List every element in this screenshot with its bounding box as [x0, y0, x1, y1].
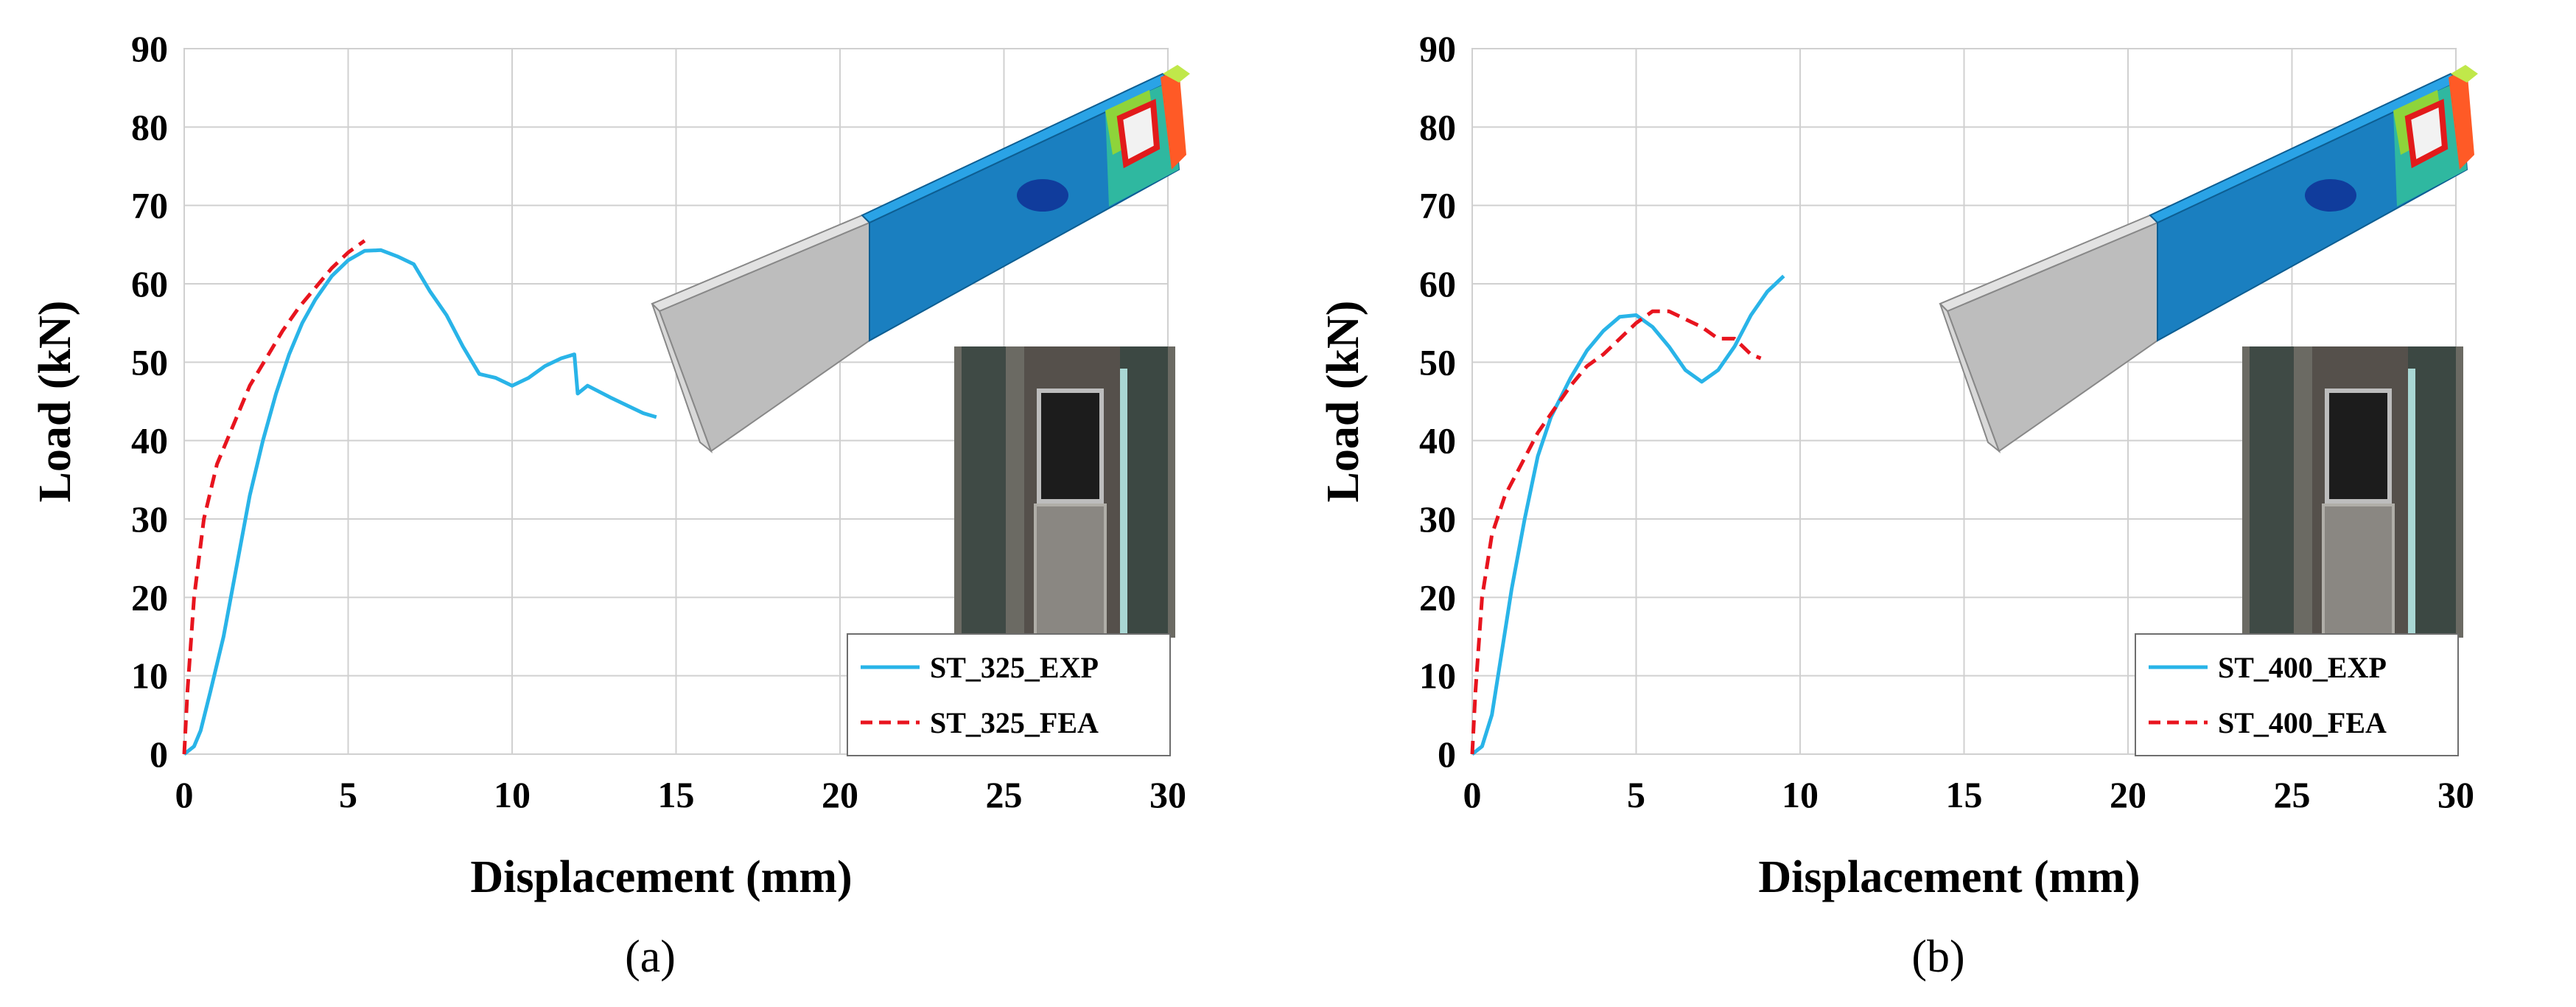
- x-tick-label: 25: [986, 774, 1023, 815]
- y-tick-label: 80: [131, 106, 168, 147]
- fea-model-image: [651, 65, 1190, 454]
- test-photo-image: [954, 346, 1175, 639]
- y-tick-label: 20: [131, 576, 168, 618]
- legend-label: ST_325_FEA: [930, 706, 1099, 739]
- x-tick-label: 20: [822, 774, 858, 815]
- y-tick-label: 70: [1419, 185, 1456, 226]
- beam-hole-edge: [1116, 99, 1161, 169]
- photo-column-right: [2408, 346, 2456, 638]
- x-tick-label: 10: [1782, 774, 1819, 815]
- y-tick-label: 0: [150, 734, 168, 775]
- x-tick-label: 30: [1149, 774, 1186, 815]
- photo-column-left: [962, 346, 1006, 638]
- series-line-st-325-exp: [183, 248, 657, 756]
- beam-end-red: [1161, 68, 1186, 170]
- chart-b-svg: 0 5 10 15 20 25 30 0 10 20 30 40 50 60 70 80 90 Displacem…: [1318, 28, 2478, 982]
- series-line-st-325-fea: [182, 239, 366, 755]
- beam-grey-end: [1939, 303, 2001, 454]
- x-tick-label: 30: [2437, 774, 2474, 815]
- legend-label: ST_400_FEA: [2218, 706, 2387, 739]
- series-line-st-400-exp: [1471, 274, 1785, 756]
- y-tick-label: 20: [1419, 576, 1456, 618]
- y-axis-title: Load (kN): [30, 301, 80, 503]
- photo-column-left: [2250, 346, 2294, 638]
- y-tick-label: 80: [1419, 106, 1456, 147]
- x-tick-label: 10: [494, 774, 531, 815]
- panel-label: (a): [625, 932, 676, 982]
- y-tick-label: 0: [1438, 734, 1456, 775]
- beam-end-top: [2451, 65, 2478, 83]
- photo-specimen-top: [2325, 388, 2392, 503]
- y-tick-label: 90: [1419, 28, 1456, 69]
- chart-panel-b: 0 5 10 15 20 25 30 0 10 20 30 40 50 60 70 80 90 Displacem…: [1288, 0, 2576, 1007]
- x-tick-label: 0: [175, 774, 194, 815]
- x-axis-title: Displacement (mm): [1758, 852, 2140, 902]
- x-tick-label: 15: [658, 774, 695, 815]
- y-tick-label: 10: [1419, 655, 1456, 697]
- chart-a-svg: 0 5 10 15 20 25 30 0 10 20 30 40 50 60 70 80 90 Displacem…: [30, 28, 1190, 982]
- x-tick-label: 20: [2110, 774, 2146, 815]
- y-tick-label: 40: [131, 420, 168, 461]
- x-tick-label: 15: [1946, 774, 1983, 815]
- y-axis-title: Load (kN): [1318, 301, 1368, 503]
- chart-panel-a: 0 5 10 15 20 25 30 0 10 20 30 40 50 60 70 80 90 Displacem…: [30, 28, 1190, 982]
- x-axis-title: Displacement (mm): [470, 852, 852, 902]
- photo-specimen-body: [1034, 503, 1107, 639]
- series-line-st-400-fea: [1470, 309, 1762, 755]
- test-photo-image: [2242, 346, 2463, 639]
- photo-highlight: [1120, 369, 1127, 638]
- y-tick-label: 30: [1419, 498, 1456, 540]
- beam-hole-edge: [2404, 99, 2449, 169]
- y-tick-label: 70: [131, 185, 168, 226]
- photo-specimen-top: [1037, 388, 1104, 503]
- legend-label: ST_400_EXP: [2218, 651, 2387, 684]
- legend-box: [847, 633, 1171, 756]
- x-tick-label: 5: [339, 774, 357, 815]
- beam-grey-end: [651, 303, 713, 454]
- beam-stress-blue: [2305, 179, 2356, 212]
- fea-model-image: [1939, 65, 2478, 454]
- x-tick-label: 25: [2274, 774, 2311, 815]
- y-tick-label: 50: [131, 341, 168, 383]
- y-tick-label: 50: [1419, 341, 1456, 383]
- beam-end-top: [1163, 65, 1190, 83]
- y-tick-label: 60: [131, 263, 168, 304]
- x-tick-label: 5: [1627, 774, 1645, 815]
- beam-stress-blue: [1017, 179, 1068, 212]
- photo-specimen-body: [2322, 503, 2395, 639]
- y-tick-label: 30: [131, 498, 168, 540]
- photo-highlight: [2408, 369, 2415, 638]
- legend: ST_400_EXP ST_400_FEA: [2135, 633, 2459, 756]
- y-tick-label: 10: [131, 655, 168, 697]
- legend-box: [2135, 633, 2459, 756]
- x-tick-label: 0: [1463, 774, 1482, 815]
- photo-column-right: [1120, 346, 1168, 638]
- y-tick-label: 60: [1419, 263, 1456, 304]
- y-tick-label: 40: [1419, 420, 1456, 461]
- y-tick-label: 90: [131, 28, 168, 69]
- legend-label: ST_325_EXP: [930, 651, 1099, 684]
- panel-label: (b): [1911, 932, 1964, 982]
- beam-end-red: [2449, 68, 2474, 170]
- legend: ST_325_EXP ST_325_FEA: [847, 633, 1171, 756]
